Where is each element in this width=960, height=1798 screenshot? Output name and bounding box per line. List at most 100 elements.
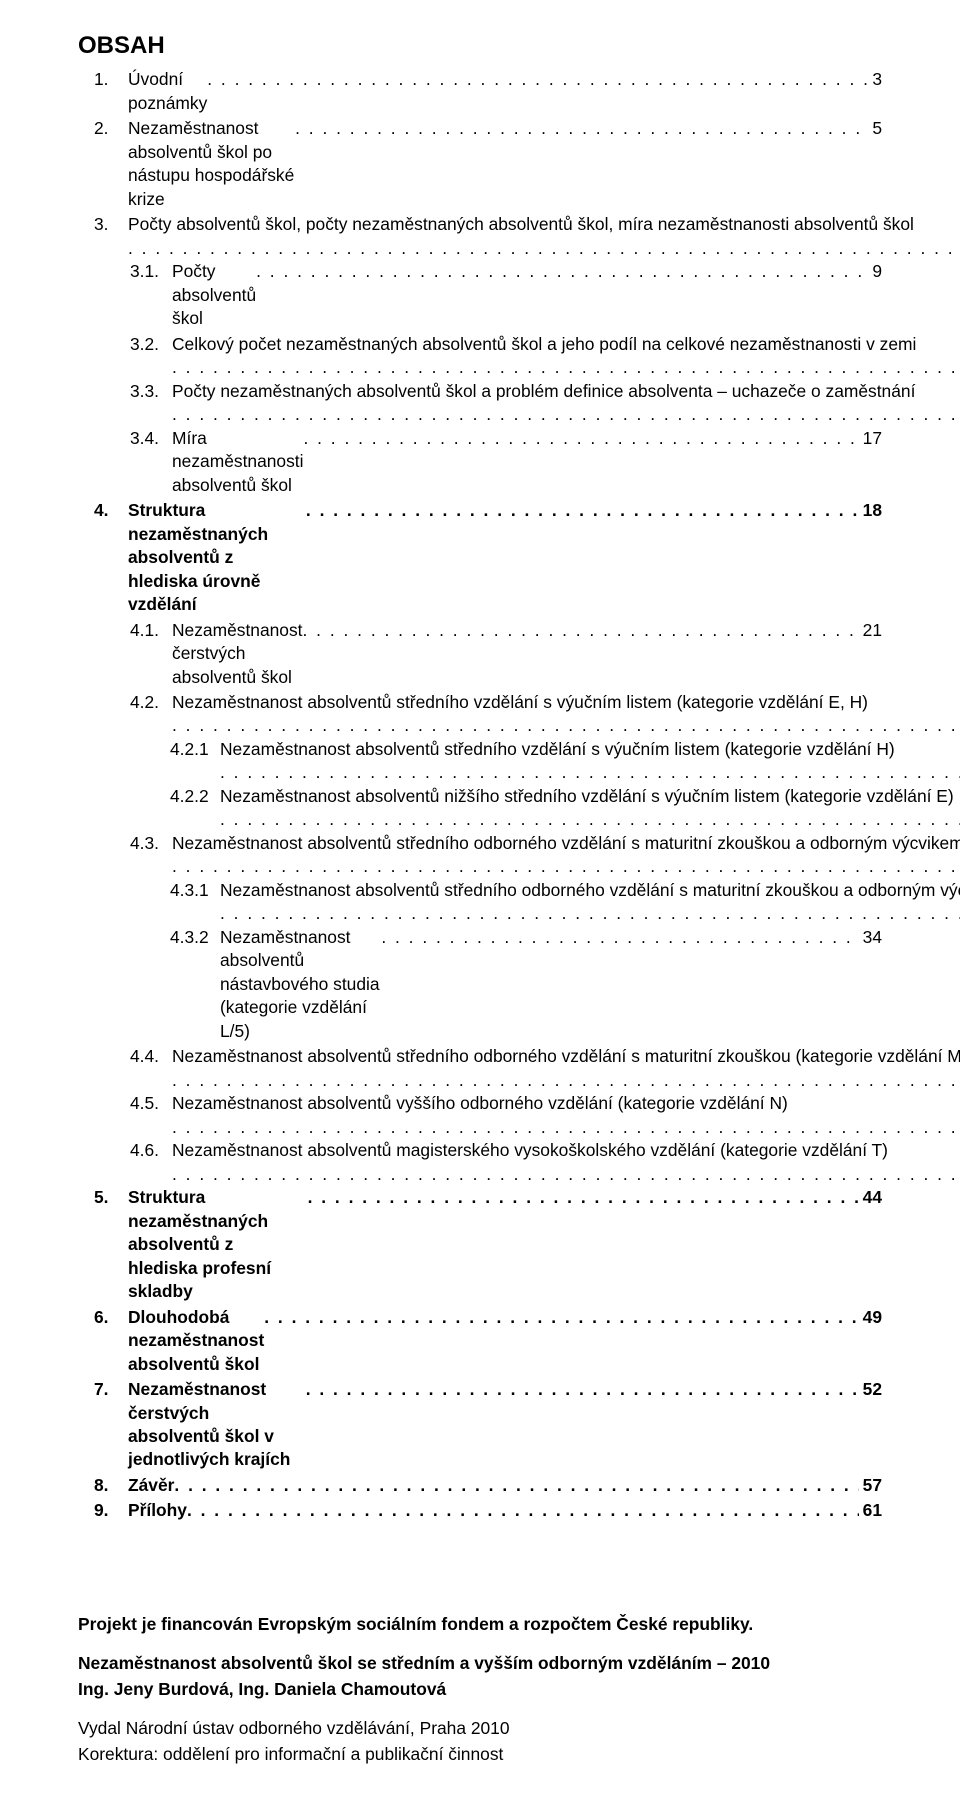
footer-funding-line: Projekt je financován Evropským sociální… [78, 1613, 882, 1636]
toc-number: 9. [94, 1499, 128, 1522]
toc-number: 8. [94, 1474, 128, 1497]
toc-page-number: 52 [859, 1378, 882, 1401]
footer-block: Projekt je financován Evropským sociální… [78, 1613, 882, 1766]
toc-leader-dots: . . . . . . . . . . . . . . . . . . . . … [303, 619, 859, 642]
toc-leader-dots: . . . . . . . . . . . . . . . . . . . . … [128, 237, 960, 260]
toc-number: 3.1. [130, 260, 172, 283]
toc-leader-dots: . . . . . . . . . . . . . . . . . . . . … [264, 1306, 858, 1329]
toc-entry: 4.3.1Nezaměstnanost absolventů středního… [78, 879, 882, 926]
toc-entry: 7. Nezaměstnanost čerstvých absolventů š… [78, 1378, 882, 1472]
toc-entry: 2. Nezaměstnanost absolventů škol po nás… [78, 117, 882, 211]
toc-entry: 3.1. Počty absolventů škol. . . . . . . … [78, 260, 882, 330]
toc-entry: 4.3.2 Nezaměstnanost absolventů nástavbo… [78, 926, 882, 1043]
toc-label: Struktura nezaměstnaných absolventů z hl… [128, 1186, 308, 1303]
toc-leader-dots: . . . . . . . . . . . . . . . . . . . . … [303, 427, 858, 450]
toc-label: Počty absolventů škol [172, 260, 256, 330]
footer-publisher-line: Vydal Národní ústav odborného vzdělávání… [78, 1717, 882, 1740]
toc-number: 4.3.1 [170, 879, 220, 902]
toc-entry: 4.2.1Nezaměstnanost absolventů středního… [78, 738, 882, 785]
toc-label: Celkový počet nezaměstnaných absolventů … [172, 334, 916, 354]
toc-entry: 8. Závěr. . . . . . . . . . . . . . . . … [78, 1474, 882, 1497]
toc-label: Nezaměstnanost absolventů magisterského … [172, 1140, 888, 1160]
toc-label: Přílohy [128, 1499, 187, 1522]
toc-entry: 5. Struktura nezaměstnaných absolventů z… [78, 1186, 882, 1303]
toc-number: 2. [94, 117, 128, 140]
toc-label: Struktura nezaměstnaných absolventů z hl… [128, 499, 306, 616]
toc-leader-dots: . . . . . . . . . . . . . . . . . . . . … [172, 1116, 960, 1139]
toc-label: Nezaměstnanost absolventů středního vzdě… [172, 692, 868, 712]
toc-number: 4.2.1 [170, 738, 220, 761]
toc-page-number: 21 [859, 619, 882, 642]
toc-number: 4.4. [130, 1045, 172, 1068]
page-title: OBSAH [78, 30, 882, 62]
toc-label: Nezaměstnanost absolventů nástavbového s… [220, 926, 381, 1043]
toc-entry: 4.2.2Nezaměstnanost absolventů nižšího s… [78, 785, 882, 832]
toc-label: Míra nezaměstnanosti absolventů škol [172, 427, 303, 497]
toc-leader-dots: . . . . . . . . . . . . . . . . . . . . … [220, 902, 960, 925]
toc-number: 3. [94, 213, 128, 236]
toc-number: 7. [94, 1378, 128, 1401]
toc-label: Nezaměstnanost absolventů škol po nástup… [128, 117, 295, 211]
toc-label: Nezaměstnanost absolventů středního vzdě… [220, 739, 895, 759]
toc-page-number: 34 [859, 926, 882, 949]
toc-leader-dots: . . . . . . . . . . . . . . . . . . . . … [172, 403, 960, 426]
toc-label: Počty absolventů škol, počty nezaměstnan… [128, 214, 914, 234]
document-page: OBSAH 1. Úvodní poznámky. . . . . . . . … [0, 0, 960, 1798]
toc-leader-dots: . . . . . . . . . . . . . . . . . . . . … [172, 1069, 960, 1092]
toc-label: Počty nezaměstnaných absolventů škol a p… [172, 381, 915, 401]
toc-entry: 9. Přílohy. . . . . . . . . . . . . . . … [78, 1499, 882, 1522]
toc-page-number: 9 [868, 260, 882, 283]
toc-entry: 4.3.Nezaměstnanost absolventů středního … [78, 832, 882, 879]
toc-number: 4.5. [130, 1092, 172, 1115]
toc-entry: 4.4.Nezaměstnanost absolventů středního … [78, 1045, 882, 1092]
toc-leader-dots: . . . . . . . . . . . . . . . . . . . . … [220, 761, 960, 784]
footer-authors-line: Ing. Jeny Burdová, Ing. Daniela Chamouto… [78, 1678, 882, 1701]
toc-number: 4.2.2 [170, 785, 220, 808]
toc-page-number: 17 [859, 427, 882, 450]
toc-leader-dots: . . . . . . . . . . . . . . . . . . . . … [172, 356, 960, 379]
toc-leader-dots: . . . . . . . . . . . . . . . . . . . . … [381, 926, 858, 949]
toc-leader-dots: . . . . . . . . . . . . . . . . . . . . … [306, 1378, 859, 1401]
toc-label: Nezaměstnanost čerstvých absolventů škol… [128, 1378, 306, 1472]
toc-number: 5. [94, 1186, 128, 1209]
toc-entry: 4.1. Nezaměstnanost čerstvých absolventů… [78, 619, 882, 689]
toc-leader-dots: . . . . . . . . . . . . . . . . . . . . … [172, 714, 960, 737]
toc-number: 3.3. [130, 380, 172, 403]
toc-entry: 3.3.Počty nezaměstnaných absolventů škol… [78, 380, 882, 427]
toc-leader-dots: . . . . . . . . . . . . . . . . . . . . … [172, 855, 960, 878]
toc-entry: 6. Dlouhodobá nezaměstnanost absolventů … [78, 1306, 882, 1376]
toc-entry: 4.2.Nezaměstnanost absolventů středního … [78, 691, 882, 738]
toc-label: Nezaměstnanost čerstvých absolventů škol [172, 619, 303, 689]
toc-page-number: 44 [859, 1186, 882, 1209]
toc-leader-dots: . . . . . . . . . . . . . . . . . . . . … [207, 68, 868, 91]
toc-page-number: 49 [859, 1306, 882, 1329]
toc-number: 6. [94, 1306, 128, 1329]
toc-label: Nezaměstnanost absolventů nižšího středn… [220, 786, 954, 806]
toc-page-number: 5 [868, 117, 882, 140]
toc-page-number: 57 [859, 1474, 882, 1497]
toc-number: 3.2. [130, 333, 172, 356]
toc-label: Závěr [128, 1474, 174, 1497]
toc-entry: 3.2.Celkový počet nezaměstnaných absolve… [78, 333, 882, 380]
toc-entry: 4.5.Nezaměstnanost absolventů vyššího od… [78, 1092, 882, 1139]
footer-proofreading-line: Korektura: oddělení pro informační a pub… [78, 1743, 882, 1766]
toc-leader-dots: . . . . . . . . . . . . . . . . . . . . … [256, 260, 868, 283]
toc-leader-dots: . . . . . . . . . . . . . . . . . . . . … [174, 1474, 858, 1497]
toc-label: Nezaměstnanost absolventů vyššího odborn… [172, 1093, 788, 1113]
toc-label: Dlouhodobá nezaměstnanost absolventů ško… [128, 1306, 264, 1376]
toc-number: 4.2. [130, 691, 172, 714]
toc-page-number: 61 [859, 1499, 882, 1522]
toc-leader-dots: . . . . . . . . . . . . . . . . . . . . … [187, 1499, 859, 1522]
toc-number: 3.4. [130, 427, 172, 450]
toc-entry: 4.6.Nezaměstnanost absolventů magistersk… [78, 1139, 882, 1186]
table-of-contents: 1. Úvodní poznámky. . . . . . . . . . . … [78, 68, 882, 1523]
toc-number: 1. [94, 68, 128, 91]
toc-entry: 4. Struktura nezaměstnaných absolventů z… [78, 499, 882, 616]
toc-number: 4.6. [130, 1139, 172, 1162]
toc-number: 4. [94, 499, 128, 522]
toc-number: 4.3.2 [170, 926, 220, 949]
toc-leader-dots: . . . . . . . . . . . . . . . . . . . . … [308, 1186, 859, 1209]
toc-entry: 3.Počty absolventů škol, počty nezaměstn… [78, 213, 882, 260]
toc-label: Nezaměstnanost absolventů středního odbo… [172, 1046, 960, 1066]
toc-leader-dots: . . . . . . . . . . . . . . . . . . . . … [172, 1163, 960, 1186]
